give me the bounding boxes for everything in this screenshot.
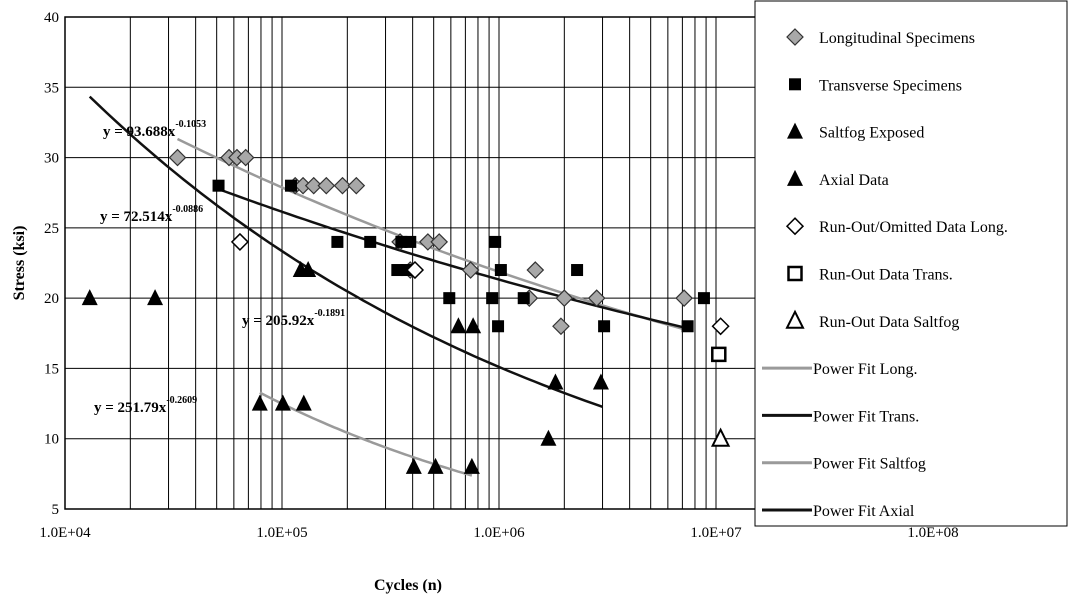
- x-tick-label: 1.0E+07: [690, 525, 742, 541]
- y-tick-label: 5: [52, 502, 60, 518]
- data-point: [571, 264, 584, 277]
- fit-line: [176, 137, 690, 332]
- data-point: [295, 394, 312, 411]
- fit-line: [88, 95, 603, 408]
- fit-equation: y = 93.688x-0.1053: [103, 119, 206, 140]
- data-point: [251, 394, 268, 411]
- data-point: [463, 457, 480, 474]
- data-point: [443, 292, 456, 305]
- data-point: [547, 373, 564, 390]
- y-tick-label: 10: [44, 432, 59, 448]
- data-point: [587, 289, 606, 307]
- data-point: [697, 292, 710, 305]
- legend-label: Power Fit Long.: [813, 361, 917, 378]
- data-point: [494, 264, 507, 277]
- data-point: [81, 289, 98, 306]
- fit-equation: y = 251.79x-0.2609: [94, 395, 197, 416]
- legend-marker: [785, 309, 805, 329]
- legend-marker: [787, 169, 803, 186]
- data-point: [592, 373, 609, 390]
- data-point: [461, 261, 480, 279]
- x-tick-label: 1.0E+05: [256, 525, 307, 541]
- data-point: [284, 179, 297, 192]
- y-tick-label: 25: [44, 221, 59, 237]
- legend-label: Power Fit Axial: [813, 503, 915, 520]
- data-point: [555, 289, 574, 307]
- data-point: [230, 232, 250, 251]
- y-tick-label: 20: [44, 291, 59, 307]
- legend-label: Run-Out Data Saltfog: [819, 314, 959, 331]
- legend-marker: [786, 28, 804, 46]
- legend-label: Run-Out/Omitted Data Long.: [819, 219, 1008, 236]
- legend: Longitudinal Specimens Transverse Specime…: [762, 28, 1008, 520]
- data-point: [405, 260, 425, 280]
- data-point: [710, 427, 731, 447]
- legend-label: Longitudinal Specimens: [819, 30, 975, 47]
- legend-marker: [787, 122, 803, 139]
- data-point: [391, 264, 404, 277]
- fit-equation: y = 72.514x-0.0886: [100, 204, 203, 225]
- data-point: [681, 320, 694, 333]
- data-point: [486, 292, 499, 305]
- data-point: [168, 148, 187, 167]
- legend-marker: [789, 78, 801, 91]
- data-point: [212, 179, 225, 192]
- legend-label: Power Fit Trans.: [813, 408, 919, 425]
- data-point: [236, 148, 255, 167]
- data-point: [540, 429, 557, 446]
- data-point: [347, 176, 366, 195]
- y-tick-label: 40: [44, 10, 59, 26]
- data-point: [711, 317, 730, 336]
- data-point: [517, 292, 530, 305]
- data-point: [317, 176, 336, 195]
- data-point: [304, 176, 323, 195]
- data-point: [274, 394, 291, 411]
- x-tick-label: 1.0E+06: [473, 525, 525, 541]
- data-point: [430, 233, 449, 251]
- data-point: [427, 457, 444, 474]
- data-point: [526, 261, 545, 279]
- data-point: [492, 320, 505, 333]
- data-point: [147, 289, 164, 306]
- data-point: [489, 235, 502, 248]
- legend-box: [754, 0, 1068, 527]
- data-point: [364, 235, 377, 248]
- data-point: [465, 317, 482, 334]
- data-points: [81, 148, 731, 474]
- data-point: [404, 235, 417, 248]
- y-axis-title: Stress (ksi): [11, 226, 28, 301]
- y-tick-label: 15: [44, 361, 59, 377]
- x-axis-title: Cycles (n): [374, 577, 442, 594]
- fit-equations: y = 93.688x-0.1053 y = 72.514x-0.0886 y = …: [94, 119, 345, 416]
- legend-marker: [787, 265, 803, 282]
- data-point: [331, 235, 344, 248]
- data-point: [333, 176, 352, 195]
- data-point: [675, 289, 693, 307]
- legend-label: Power Fit Saltfog: [813, 456, 926, 473]
- fit-line: [218, 187, 690, 330]
- data-point: [300, 261, 317, 278]
- fit-equation: y = 205.92x-0.1891: [242, 308, 345, 329]
- y-tick-label: 30: [44, 151, 59, 167]
- legend-label: Run-Out Data Trans.: [819, 267, 953, 284]
- data-point: [552, 317, 570, 336]
- legend-label: Transverse Specimens: [819, 77, 962, 94]
- data-point: [598, 320, 611, 333]
- x-tick-label: 1.0E+08: [907, 525, 958, 541]
- data-point: [450, 317, 467, 334]
- data-point: [711, 346, 727, 363]
- legend-marker: [785, 217, 805, 236]
- tick-labels: 5 10 15 20 25 30 35 40 1.0E+04 1.0E+05 1.0E+06 1.0E…: [39, 10, 958, 541]
- y-tick-label: 35: [44, 80, 59, 96]
- legend-label: Axial Data: [819, 172, 889, 189]
- legend-label: Saltfog Exposed: [819, 125, 924, 142]
- x-tick-label: 1.0E+04: [39, 525, 91, 541]
- data-point: [405, 457, 422, 474]
